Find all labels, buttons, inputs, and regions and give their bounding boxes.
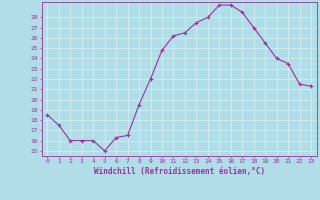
X-axis label: Windchill (Refroidissement éolien,°C): Windchill (Refroidissement éolien,°C) bbox=[94, 167, 265, 176]
